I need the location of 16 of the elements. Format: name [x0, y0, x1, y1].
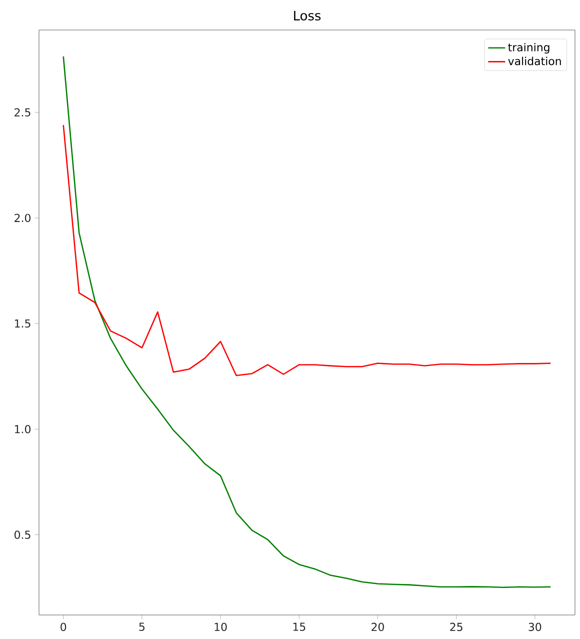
x-tick-label: 30	[528, 622, 542, 632]
legend-label: validation	[508, 56, 561, 66]
line-series	[62, 124, 552, 376]
x-tick-label: 20	[372, 622, 384, 632]
x-tick-label: 5	[139, 622, 144, 631]
y-tick-label: 1.0	[15, 425, 30, 434]
y-tick-label: 0.5	[14, 530, 30, 539]
y-tick-label: 2.0	[14, 214, 30, 222]
chart-title: Loss	[294, 10, 321, 20]
legend-label: training	[508, 42, 550, 54]
x-tick-label: 15	[293, 622, 306, 631]
x-tick-label: 25	[450, 622, 462, 632]
x-tick-label: 10	[214, 622, 227, 632]
x-tick-label: 0	[60, 622, 66, 632]
y-tick-label: 1.5	[15, 319, 30, 328]
y-tick-label: 2.5	[14, 108, 30, 117]
